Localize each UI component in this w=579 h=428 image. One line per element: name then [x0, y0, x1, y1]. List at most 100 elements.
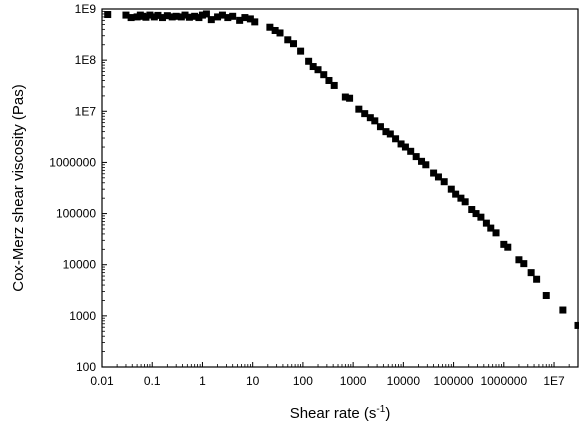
y-tick-label: 1E8 [75, 53, 97, 67]
data-point [158, 14, 166, 22]
data-point [207, 16, 215, 24]
data-point [477, 213, 485, 221]
y-tick-label: 1000 [69, 309, 96, 323]
x-axis-label: Shear rate (s-1) [290, 404, 391, 422]
data-point [434, 173, 442, 181]
data-point [202, 10, 210, 18]
data-point [447, 185, 455, 193]
x-tick-label: 10 [246, 374, 260, 388]
data-point [172, 12, 180, 20]
plot-area-frame [101, 8, 579, 368]
data-point [500, 240, 508, 248]
y-tick-label: 1E9 [75, 2, 97, 16]
data-point [361, 110, 369, 118]
x-tick-label: 1000 [340, 374, 367, 388]
data-point [527, 269, 535, 277]
data-point [418, 157, 426, 165]
y-tick-label: 1000000 [49, 155, 96, 169]
data-point [150, 13, 158, 21]
data-point [177, 13, 185, 21]
data-point [542, 292, 550, 300]
data-point [346, 94, 354, 102]
data-point [276, 29, 284, 37]
data-point [305, 57, 313, 65]
data-point [412, 153, 420, 161]
x-axis-label-text: Shear rate (s [290, 405, 377, 422]
x-tick-label: 1 [199, 374, 206, 388]
data-point [330, 81, 338, 89]
data-point [198, 11, 206, 19]
data-point [214, 13, 222, 21]
x-tick-label: 100 [293, 374, 313, 388]
y-tick-label: 10000 [63, 258, 97, 272]
data-point [440, 178, 448, 186]
data-point [457, 194, 465, 202]
data-point [401, 143, 409, 151]
data-point [309, 63, 317, 71]
data-point [154, 11, 162, 19]
data-point [461, 198, 469, 206]
data-point [266, 23, 274, 31]
data-point [392, 135, 400, 143]
data-point [168, 13, 176, 21]
x-tick-label: 100000 [434, 374, 474, 388]
data-point [341, 93, 349, 101]
x-tick-label: 10000 [387, 374, 421, 388]
data-point [236, 16, 244, 24]
x-tick-label: 1000000 [480, 374, 527, 388]
data-point [487, 224, 495, 232]
data-point [163, 12, 171, 20]
data-point [325, 76, 333, 84]
data-point [533, 275, 541, 283]
y-tick-label: 1E7 [75, 104, 97, 118]
data-point [382, 128, 390, 136]
data-point [185, 13, 193, 21]
data-point [472, 210, 480, 218]
data-point [290, 40, 298, 48]
x-axis-label-superscript: -1 [376, 404, 385, 415]
data-point [366, 114, 374, 122]
data-point [520, 260, 528, 268]
data-point [492, 229, 500, 237]
data-point [104, 11, 112, 19]
data-point [297, 47, 305, 55]
data-point [574, 321, 579, 329]
y-axis-label: Cox-Merz shear viscosity (Pas) [10, 84, 27, 292]
data-point [146, 11, 154, 19]
data-point [430, 169, 438, 177]
data-point [181, 11, 189, 19]
data-point [229, 12, 237, 20]
data-point [422, 161, 430, 169]
x-axis-label-suffix: ) [385, 405, 390, 422]
data-point [515, 256, 523, 264]
data-point [122, 11, 130, 19]
x-tick-label: 1E7 [543, 374, 565, 388]
y-tick-label: 100000 [56, 207, 96, 221]
plot-marks [104, 10, 579, 329]
data-point [452, 190, 460, 198]
data-point [241, 14, 249, 22]
data-point [191, 12, 199, 20]
data-point [284, 36, 292, 44]
data-point [224, 14, 232, 22]
data-point [386, 130, 394, 138]
data-point [397, 140, 405, 148]
data-point [407, 147, 415, 155]
data-point [559, 306, 567, 314]
data-point [218, 11, 226, 19]
data-point [371, 117, 379, 125]
data-point [246, 15, 254, 23]
data-point [314, 66, 322, 74]
data-point [142, 13, 150, 21]
data-point [251, 18, 259, 26]
data-point [482, 219, 490, 227]
y-tick-label: 100 [76, 360, 96, 374]
data-point [376, 123, 384, 131]
data-point [195, 14, 203, 22]
x-tick-label: 0.1 [144, 374, 161, 388]
data-point [355, 105, 363, 113]
data-point [468, 206, 476, 214]
data-point [320, 71, 328, 79]
data-point [127, 14, 135, 22]
